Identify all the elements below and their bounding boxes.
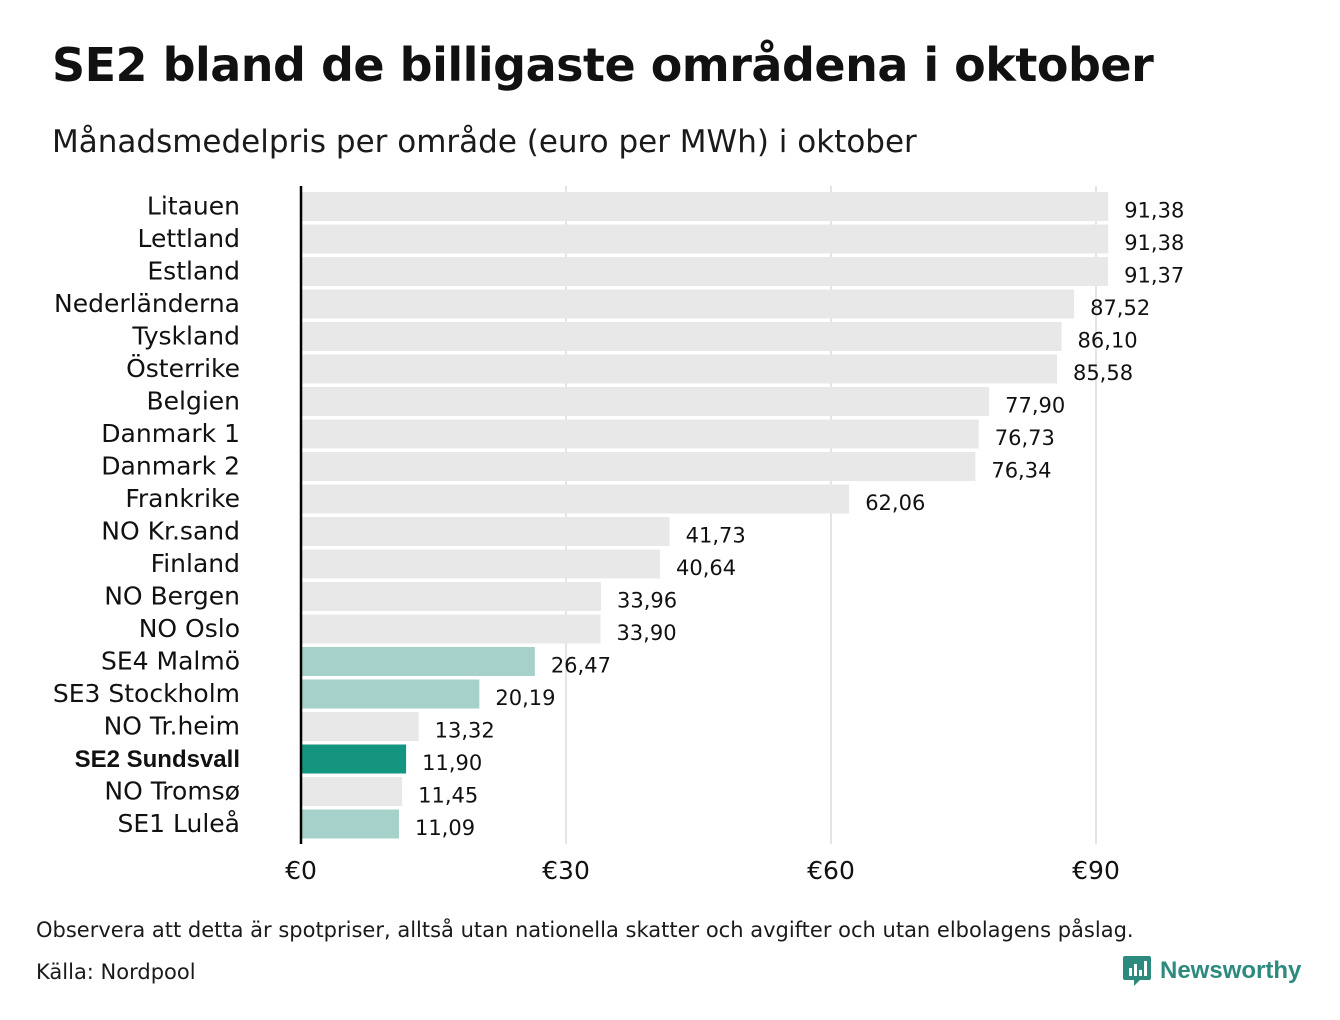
value-label: 33,96 [617,589,677,613]
value-label: 41,73 [686,524,746,548]
bar [301,387,990,416]
bar [301,614,601,644]
category-label: Frankrike [125,484,240,513]
category-label: SE4 Malmö [101,647,240,676]
category-label: SE1 Luleå [118,809,241,838]
bar [301,582,601,611]
bar [301,452,976,481]
bar [301,679,480,709]
bar [301,809,399,839]
category-label: Danmark 1 [101,419,240,448]
chart-subtitle: Månadsmedelpris per område (euro per MWh… [52,124,917,160]
value-label: 40,64 [676,556,736,580]
x-tick-label: €0 [285,856,317,885]
category-label: NO Kr.sand [101,517,240,546]
brand-logo: Newsworthy [1122,954,1301,988]
category-label: SE3 Stockholm [53,679,240,708]
category-label: Danmark 2 [101,452,240,481]
bar-chart: Litauen 91,38 Lettland 91,38 Estland 91,37 Ned… [53,186,1184,885]
value-label: 11,09 [415,816,475,840]
bar [301,777,403,806]
value-label: 91,37 [1124,264,1184,288]
category-label: Nederländerna [54,289,240,318]
bar [301,224,1109,254]
bar-chart-logo-icon [1123,956,1151,986]
category-label: NO Tromsø [104,777,240,806]
bar [301,517,670,546]
value-label: 33,90 [616,621,676,645]
brand-name: Newsworthy [1160,957,1302,984]
value-label: 13,32 [435,719,495,743]
value-label: 62,06 [865,491,925,515]
category-label: Österrike [126,354,240,383]
bar [301,257,1109,286]
value-label: 77,90 [1005,394,1065,418]
category-label: NO Tr.heim [104,712,240,741]
category-label: Tyskland [131,322,240,351]
x-tick-label: €90 [1072,856,1120,885]
value-label: 85,58 [1073,361,1133,385]
category-label: NO Bergen [104,582,240,611]
category-label: NO Oslo [139,614,240,643]
source-note: Källa: Nordpool [36,960,196,984]
category-label: Finland [151,549,240,578]
bar [301,289,1075,319]
chart-title: SE2 bland de billigaste områdena i oktob… [52,38,1154,92]
value-label: 87,52 [1090,296,1150,320]
value-label: 11,45 [418,784,478,808]
bar [301,484,850,514]
value-label: 76,73 [995,426,1055,450]
bar [301,419,979,449]
category-label: Lettland [138,224,240,253]
bar [301,322,1062,351]
value-label: 76,34 [991,459,1051,483]
bar [301,744,407,774]
bar [301,354,1057,384]
footnote: Observera att detta är spotpriser, allts… [36,918,1134,942]
bar [301,192,1109,221]
bar [301,549,660,579]
bar [301,712,419,741]
category-label: SE2 Sundsvall [75,746,240,773]
category-label: Belgien [146,387,240,416]
x-tick-label: €30 [542,856,590,885]
value-label: 91,38 [1124,199,1184,223]
value-label: 86,10 [1078,329,1138,353]
value-label: 20,19 [495,686,555,710]
value-label: 26,47 [551,654,611,678]
bar [301,647,535,676]
category-label: Litauen [147,192,240,221]
x-tick-label: €60 [807,856,855,885]
category-label: Estland [147,257,240,286]
value-label: 11,90 [422,751,482,775]
value-label: 91,38 [1124,231,1184,255]
